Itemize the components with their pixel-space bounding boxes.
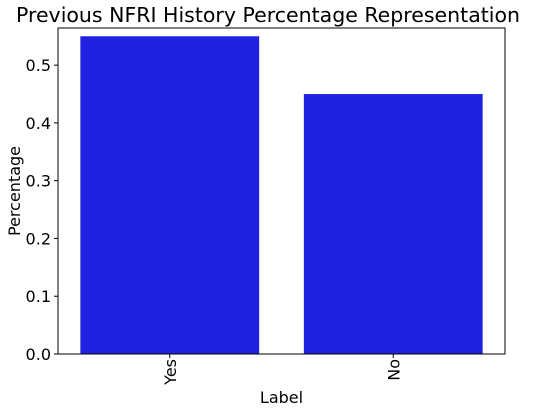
x-axis-ticks: Yes No: [161, 354, 403, 386]
y-tick-label: 0.5: [26, 56, 51, 75]
bar-no: [303, 94, 483, 355]
chart-title: Previous NFRI History Percentage Represe…: [16, 3, 520, 27]
x-tick-label-yes: Yes: [161, 359, 180, 386]
y-axis-label: Percentage: [5, 146, 24, 236]
y-tick-label: 0.2: [26, 229, 51, 248]
y-tick-label: 0.1: [26, 287, 51, 306]
x-tick-label-no: No: [384, 359, 403, 381]
bars-group: [80, 36, 483, 355]
bar-yes: [80, 36, 260, 355]
y-tick-label: 0.4: [26, 114, 51, 133]
y-axis-ticks: 0.0 0.1 0.2 0.3 0.4 0.5: [26, 56, 58, 364]
x-axis-label: Label: [260, 388, 303, 407]
y-tick-label: 0.0: [26, 345, 51, 364]
plot-frame: [57, 27, 506, 355]
y-tick-label: 0.3: [26, 172, 51, 191]
